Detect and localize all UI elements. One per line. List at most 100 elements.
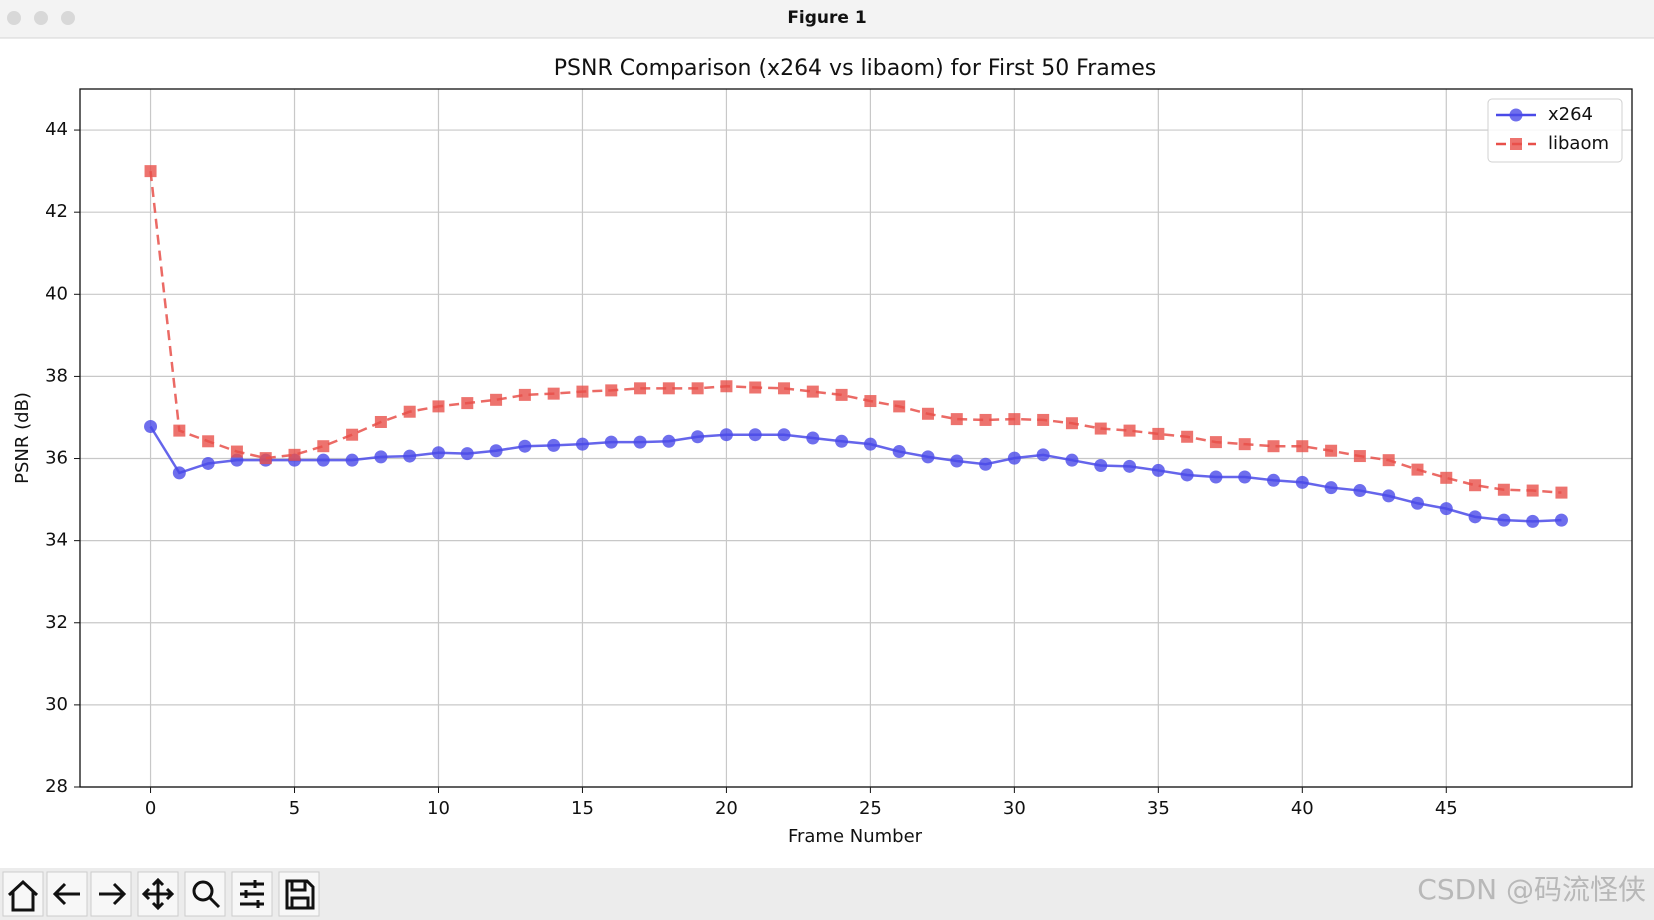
y-tick-label: 36 [45,448,68,469]
x-tick-label: 30 [1003,798,1026,819]
y-tick-label: 30 [45,694,68,715]
marker [201,456,215,470]
legend: x264 libaom [1487,98,1623,163]
x-tick-label: 40 [1291,798,1314,819]
marker [346,428,359,441]
plot-frame [79,88,1633,788]
marker [489,444,503,458]
x-tick-label: 0 [145,798,156,819]
marker [950,454,964,468]
marker [460,447,474,461]
marker [892,445,906,459]
marker [1353,450,1366,463]
marker [374,450,388,464]
series-line [149,170,1562,494]
marker [230,445,243,458]
marker [202,435,215,448]
x-tick-label: 25 [859,798,882,819]
marker [835,434,849,448]
marker [431,446,445,460]
marker [1267,440,1280,453]
marker [490,393,503,406]
marker [1526,484,1539,497]
marker [1469,479,1482,492]
marker [748,428,762,442]
marker [1123,424,1136,437]
configure-icon [240,880,264,908]
y-tick-label: 34 [45,530,68,551]
y-tick-label: 32 [45,612,68,633]
marker [1555,486,1568,499]
marker [374,415,387,428]
marker [1468,510,1482,524]
x-tick-label: 45 [1435,798,1458,819]
marker [806,431,820,445]
marker [518,439,532,453]
marker [1509,108,1523,122]
marker [1411,463,1424,476]
marker [1209,436,1222,449]
marker [835,388,848,401]
marker [259,452,272,465]
y-tick-label: 28 [45,776,68,797]
y-axis-label: PSNR (dB) [12,392,33,484]
marker [316,453,330,467]
forward-icon [99,882,127,906]
marker [173,424,186,437]
marker [575,437,589,451]
save-icon [285,879,315,910]
marker [1152,427,1165,440]
marker [547,387,560,400]
marker [317,440,330,453]
x-axis-label: Frame Number [788,826,923,847]
x-tick-label: 10 [427,798,450,819]
legend-label: x264 [1548,104,1593,125]
marker [662,434,676,448]
legend-label: libaom [1548,133,1609,154]
zoom-button[interactable] [61,11,75,25]
marker [863,437,877,451]
minimize-button[interactable] [34,11,48,25]
marker [547,438,561,452]
chart-title: PSNR Comparison (x264 vs libaom) for Fir… [554,56,1156,81]
marker [1123,459,1137,473]
marker [345,453,359,467]
marker [950,413,963,426]
marker [1008,413,1021,426]
x-tick-label: 20 [715,798,738,819]
y-tick-label: 40 [45,283,68,304]
zoom-icon-handle [208,896,221,909]
marker [1094,422,1107,435]
marker [1007,451,1021,465]
x-tick-label: 35 [1147,798,1170,819]
marker [518,388,531,401]
close-button[interactable] [7,11,21,25]
marker [1180,468,1194,482]
marker [1410,496,1424,510]
marker [1296,440,1309,453]
marker [1382,489,1396,503]
marker [172,466,186,480]
zoom-tool-button[interactable] [184,871,226,917]
marker [1036,448,1050,462]
home-icon [7,879,39,912]
marker [144,165,157,178]
marker [864,395,877,408]
y-tick-label: 42 [45,201,68,222]
marker [1037,413,1050,426]
marker [1181,430,1194,443]
marker [806,385,819,398]
marker [1238,438,1251,451]
series-line [149,425,1562,523]
marker [778,382,791,395]
marker [288,448,301,461]
back-icon [52,882,80,906]
window-title: Figure 1 [787,8,866,28]
marker [691,430,705,444]
marker [777,428,791,442]
x-tick-label: 5 [289,798,300,819]
marker [144,420,158,434]
marker [921,450,935,464]
